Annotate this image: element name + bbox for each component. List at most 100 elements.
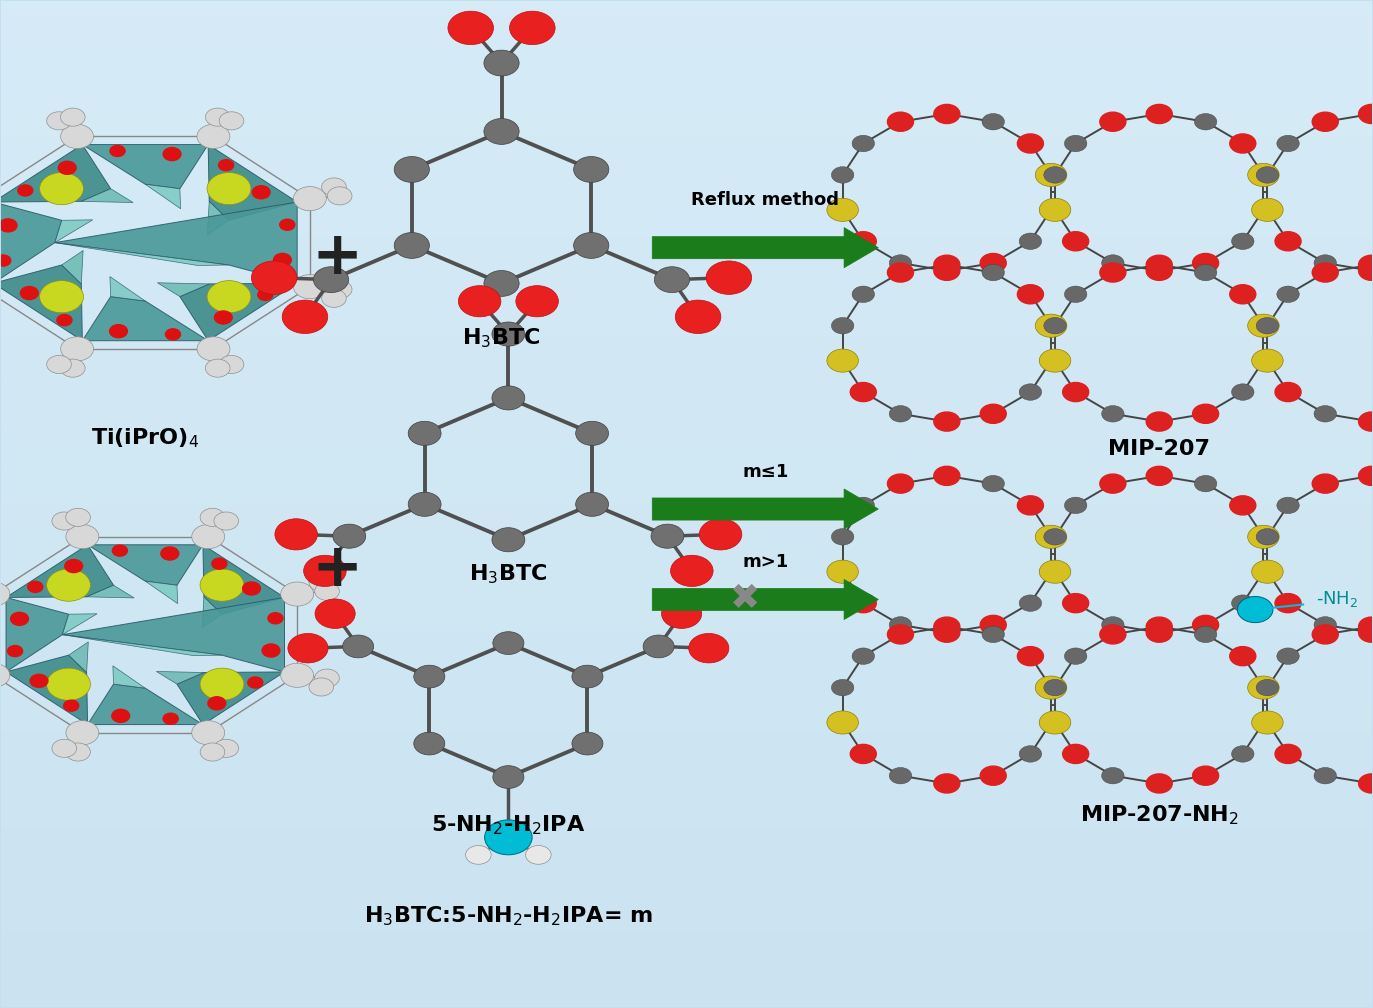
- Circle shape: [934, 255, 960, 274]
- Bar: [1, 350, 1372, 357]
- Circle shape: [890, 405, 912, 422]
- Bar: [1, 397, 1372, 403]
- Bar: [1, 203, 1372, 209]
- Bar: [1, 403, 1372, 410]
- Circle shape: [192, 721, 225, 745]
- Circle shape: [200, 668, 244, 701]
- Circle shape: [60, 108, 85, 126]
- Polygon shape: [62, 598, 284, 672]
- Bar: [1, 162, 1372, 169]
- Bar: [1, 55, 1372, 61]
- Polygon shape: [113, 665, 146, 688]
- Bar: [1, 973, 1372, 980]
- Bar: [1, 818, 1372, 826]
- Circle shape: [1017, 646, 1043, 665]
- Circle shape: [1276, 232, 1302, 251]
- Circle shape: [321, 178, 346, 196]
- Circle shape: [200, 743, 225, 761]
- Circle shape: [643, 635, 674, 658]
- Circle shape: [207, 697, 225, 710]
- Bar: [1, 76, 1372, 82]
- Bar: [1, 939, 1372, 947]
- Circle shape: [1019, 595, 1042, 612]
- Bar: [1, 169, 1372, 175]
- Circle shape: [63, 701, 78, 712]
- Circle shape: [314, 669, 339, 687]
- Circle shape: [394, 156, 430, 182]
- Bar: [1, 598, 1372, 605]
- Text: H$_3$BTC:5-NH$_2$-H$_2$IPA= m: H$_3$BTC:5-NH$_2$-H$_2$IPA= m: [364, 904, 654, 928]
- Circle shape: [832, 318, 854, 334]
- Circle shape: [1313, 263, 1339, 282]
- Bar: [1, 658, 1372, 665]
- Circle shape: [1277, 497, 1299, 514]
- Circle shape: [60, 359, 85, 377]
- Circle shape: [60, 124, 93, 148]
- Polygon shape: [207, 202, 229, 235]
- Circle shape: [492, 322, 524, 346]
- Polygon shape: [62, 250, 84, 284]
- Bar: [1, 196, 1372, 203]
- Bar: [1, 28, 1372, 35]
- Circle shape: [574, 156, 608, 182]
- Circle shape: [1195, 476, 1216, 492]
- Circle shape: [934, 261, 960, 280]
- Circle shape: [211, 558, 227, 570]
- Circle shape: [408, 421, 441, 446]
- Circle shape: [66, 524, 99, 548]
- Text: m>1: m>1: [743, 553, 788, 572]
- Circle shape: [1019, 233, 1042, 250]
- Bar: [1, 209, 1372, 216]
- Bar: [1, 651, 1372, 658]
- Bar: [1, 919, 1372, 926]
- Circle shape: [1277, 648, 1299, 664]
- Circle shape: [1313, 625, 1339, 644]
- Circle shape: [1248, 525, 1280, 548]
- Circle shape: [196, 337, 229, 361]
- Bar: [1, 685, 1372, 691]
- Text: m≤1: m≤1: [741, 463, 788, 481]
- Text: ✖: ✖: [729, 583, 759, 617]
- Bar: [1, 484, 1372, 491]
- Bar: [1, 631, 1372, 638]
- Bar: [1, 504, 1372, 511]
- Bar: [1, 906, 1372, 913]
- Bar: [1, 765, 1372, 772]
- Bar: [1, 752, 1372, 759]
- Bar: [1, 383, 1372, 390]
- Bar: [1, 95, 1372, 102]
- Polygon shape: [88, 684, 203, 725]
- Circle shape: [980, 766, 1006, 785]
- Circle shape: [1146, 467, 1173, 486]
- Bar: [1, 102, 1372, 109]
- Bar: [1, 926, 1372, 932]
- Circle shape: [832, 166, 854, 183]
- Circle shape: [1256, 318, 1278, 334]
- Bar: [1, 531, 1372, 537]
- Bar: [1, 1, 1372, 8]
- Bar: [1, 551, 1372, 557]
- Circle shape: [220, 112, 244, 130]
- Bar: [1, 149, 1372, 155]
- Bar: [1, 21, 1372, 28]
- Bar: [1, 497, 1372, 504]
- Bar: [1, 377, 1372, 383]
- Circle shape: [934, 774, 960, 793]
- Text: H$_3$BTC: H$_3$BTC: [470, 562, 548, 587]
- Text: +: +: [312, 540, 362, 599]
- Circle shape: [40, 172, 84, 205]
- Bar: [1, 691, 1372, 699]
- Circle shape: [1252, 563, 1274, 580]
- Bar: [1, 263, 1372, 269]
- Circle shape: [1146, 261, 1173, 280]
- Polygon shape: [209, 144, 297, 221]
- Circle shape: [1195, 264, 1216, 281]
- Polygon shape: [652, 580, 879, 620]
- Bar: [1, 1000, 1372, 1007]
- Bar: [1, 471, 1372, 477]
- Bar: [1, 699, 1372, 705]
- Bar: [1, 216, 1372, 223]
- Circle shape: [0, 255, 11, 266]
- Polygon shape: [652, 489, 879, 529]
- Circle shape: [309, 574, 334, 592]
